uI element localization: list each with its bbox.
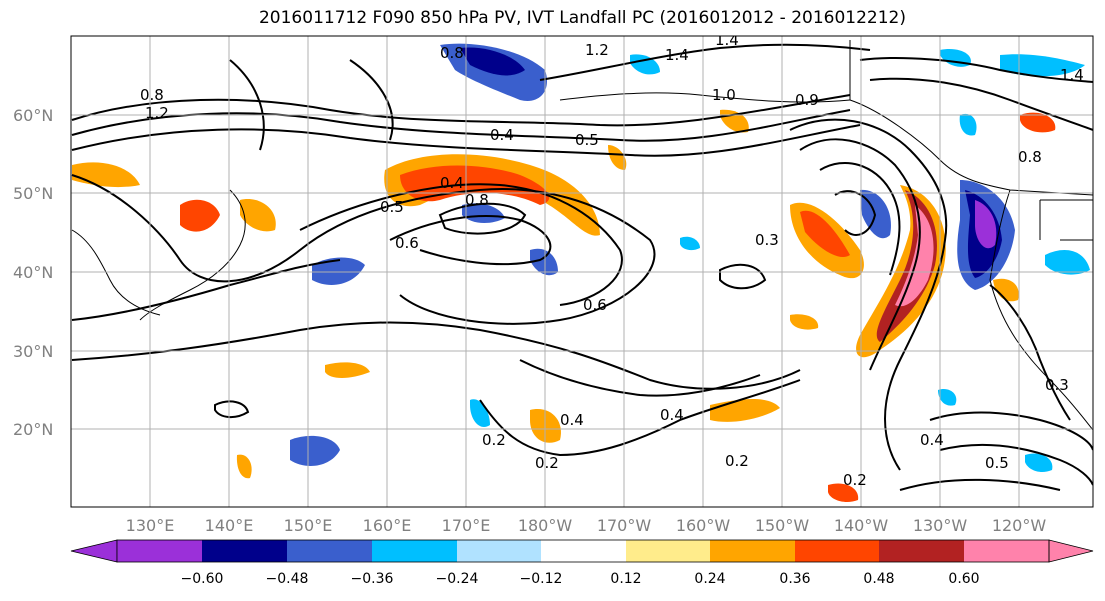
map-frame [70,35,1094,508]
contour-label: 0.8 [465,191,489,209]
lon-label: 170°W [597,516,652,535]
colorbar-segment [457,540,541,562]
colorbar-segment [626,540,710,562]
colorbar-tick-label: 0.24 [694,571,725,587]
colorbar-tick-label: −0.24 [436,571,479,587]
contour-label: 0.5 [575,131,599,149]
contour-label: 0.2 [843,471,867,489]
lat-label: 60°N [13,106,53,125]
lon-label: 140°W [834,516,889,535]
lat-label: 40°N [13,263,53,282]
contour-label: 0.6 [583,296,607,314]
contour-label: 0.4 [440,174,464,192]
colorbar-segment [372,540,457,562]
colorbar-segment [287,540,372,562]
lat-label: 30°N [13,342,53,361]
contour-label: 0.3 [1045,376,1069,394]
graticule [71,36,1093,507]
contour-label: 0.4 [660,406,684,424]
colorbar-tick-label: 0.12 [610,571,641,587]
contour-label: 0.5 [380,198,404,216]
ivt-contours [71,43,1093,491]
map-title: 2016011712 F090 850 hPa PV, IVT Landfall… [258,8,906,28]
lon-label: 170°E [442,516,491,535]
colorbar: −0.60 −0.48 −0.36 −0.24 −0.12 0.12 0.24 … [70,539,1094,587]
colorbar-tick-label: −0.12 [520,571,563,587]
lon-label: 160°E [363,516,412,535]
contour-label: 1.2 [145,104,169,122]
contour-label: 0.2 [482,431,506,449]
contour-label: 0.5 [985,454,1009,472]
colorbar-extend-max [1048,539,1094,563]
latitude-labels: 60°N 50°N 40°N 30°N 20°N [13,106,53,439]
contour-label: 1.2 [585,41,609,59]
lon-label: 130°E [126,516,175,535]
colorbar-tick-label: −0.48 [266,571,309,587]
lon-label: 150°W [755,516,810,535]
colorbar-segment [710,540,795,562]
contour-label: 0.2 [725,452,749,470]
contour-label: 0.4 [920,431,944,449]
contour-label: 0.8 [440,44,464,62]
colorbar-tick-label: −0.36 [351,571,394,587]
contour-label: 1.4 [715,31,739,49]
contour-label: 0.4 [560,411,584,429]
contour-label: 0.9 [795,91,819,109]
colorbar-tick-label: 0.48 [863,571,894,587]
lon-label: 140°E [205,516,254,535]
map-panel: 0.8 1.2 1.4 1.4 1.0 0.9 0.4 0.5 0.8 0.4 … [71,31,1093,507]
colorbar-segment [879,540,964,562]
lat-label: 20°N [13,420,53,439]
colorbar-segment [202,540,287,562]
colorbar-tick-label: 0.36 [779,571,810,587]
colorbar-segment [964,540,1049,562]
lon-label: 120°W [992,516,1047,535]
colorbar-segment [117,540,202,562]
contour-label: 0.8 [140,86,164,104]
contour-label: 0.8 [1018,148,1042,166]
colorbar-extend-min [70,539,118,563]
colorbar-tick-label: 0.60 [948,571,979,587]
colorbar-segment [541,540,626,562]
contour-label: 0.6 [395,234,419,252]
longitude-labels: 130°E 140°E 150°E 160°E 170°E 180°W 170°… [126,516,1047,535]
contour-label: 0.3 [755,231,779,249]
contour-label: 1.0 [712,86,736,104]
lon-label: 150°E [284,516,333,535]
lon-label: 130°W [913,516,968,535]
lat-label: 50°N [13,184,53,203]
lon-label: 180°W [518,516,573,535]
contour-labels: 0.8 1.2 1.4 1.4 1.0 0.9 0.4 0.5 0.8 0.4 … [140,31,1084,489]
colorbar-tick-label: −0.60 [181,571,224,587]
contour-label: 0.4 [490,126,514,144]
colorbar-segment [795,540,879,562]
lon-label: 160°W [676,516,731,535]
contour-label: 1.4 [1060,66,1084,84]
contour-label: 1.4 [665,46,689,64]
contour-label: 0.2 [535,454,559,472]
